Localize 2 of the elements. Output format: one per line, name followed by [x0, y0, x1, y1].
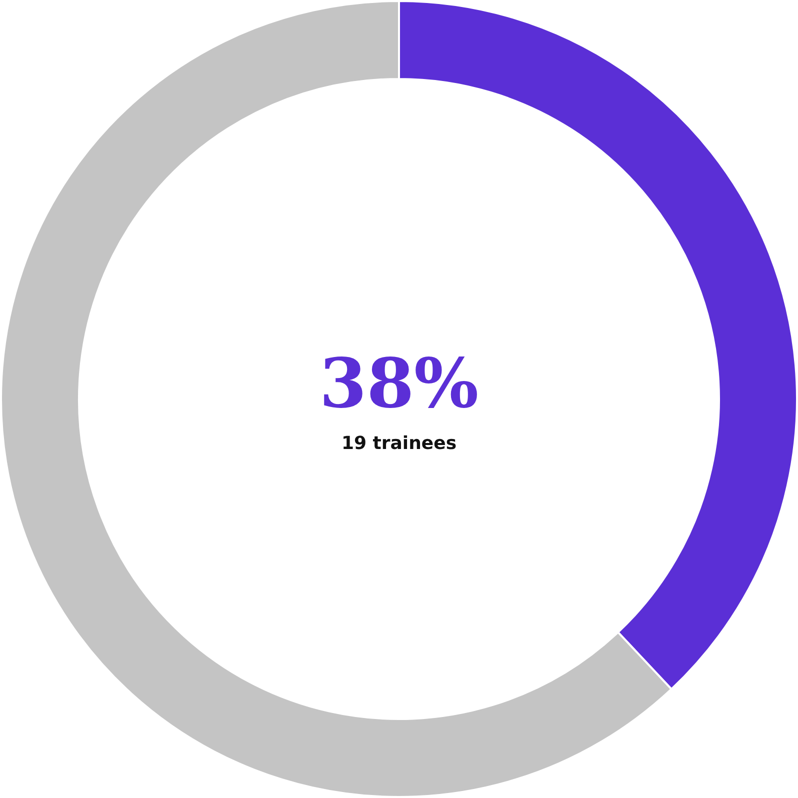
text: 19 trainees — [341, 433, 457, 454]
text: 38% — [319, 344, 479, 424]
